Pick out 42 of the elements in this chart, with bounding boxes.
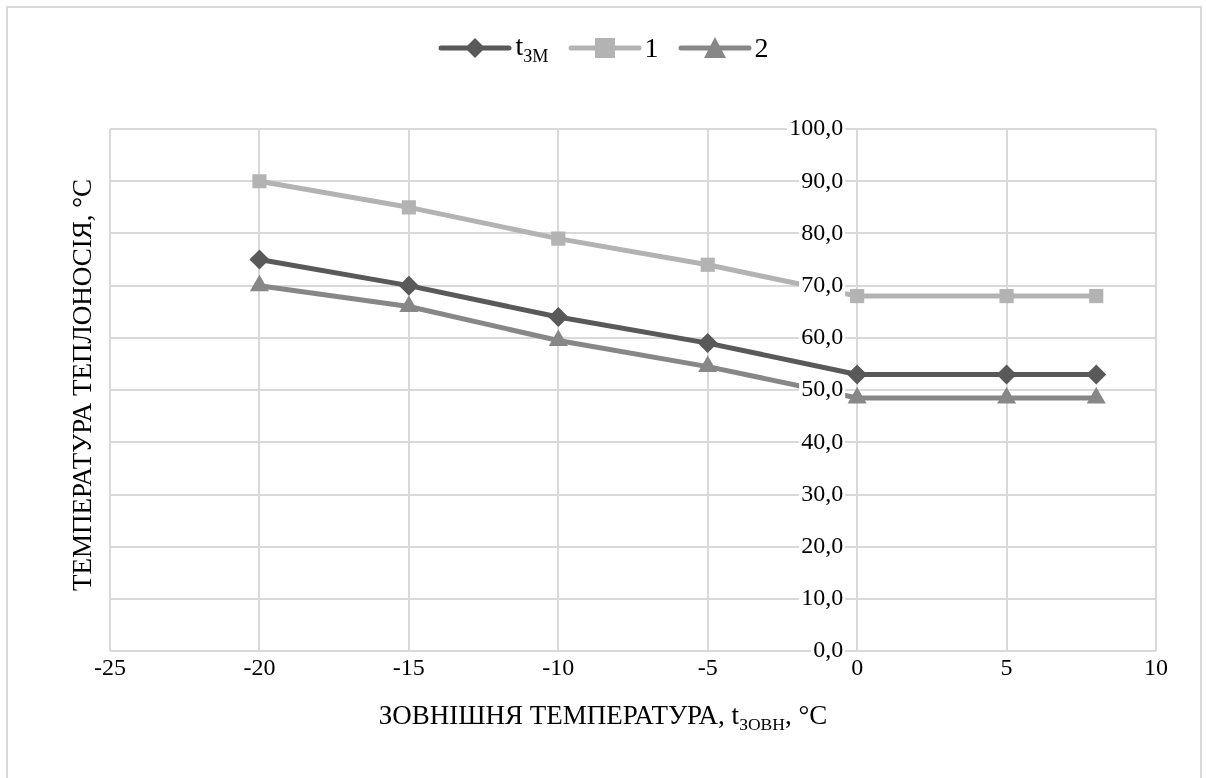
point bbox=[249, 249, 270, 270]
point bbox=[252, 174, 267, 189]
legend-label: t$_{ЗМ}$ bbox=[515, 30, 549, 67]
x-tick-label: -25 bbox=[94, 653, 126, 680]
y-tick-label: 10,0 bbox=[801, 584, 844, 611]
x-axis-title: ЗОВНІШНЯ ТЕМПЕРАТУРА, t$_{ЗОВН}$, °C bbox=[377, 700, 829, 736]
x-tick-label: -15 bbox=[392, 653, 425, 680]
x-tick-label: -20 bbox=[243, 653, 276, 680]
y-tick-label: 40,0 bbox=[801, 427, 844, 454]
point bbox=[996, 364, 1017, 385]
point bbox=[1086, 364, 1107, 385]
y-tick-label: 60,0 bbox=[801, 323, 844, 350]
point bbox=[548, 306, 569, 327]
point bbox=[700, 257, 715, 272]
x-tick-label: 5 bbox=[1000, 653, 1013, 680]
point bbox=[847, 364, 868, 385]
point bbox=[401, 200, 416, 215]
x-tick-label: -5 bbox=[697, 653, 718, 680]
x-tick-label: 10 bbox=[1144, 653, 1168, 680]
y-tick-label: 100,0 bbox=[789, 114, 844, 141]
y-tick-label: 90,0 bbox=[801, 166, 844, 193]
point bbox=[1089, 289, 1104, 304]
point bbox=[997, 386, 1017, 404]
point bbox=[398, 275, 419, 296]
y-tick-label: 30,0 bbox=[801, 479, 844, 506]
point bbox=[850, 289, 865, 304]
x-tick-label: -10 bbox=[542, 653, 575, 680]
y-axis-title: ТЕМПЕРАТУРА ТЕПЛОНОСІЯ, °C bbox=[66, 178, 98, 592]
legend-label: 1 bbox=[644, 32, 659, 65]
y-tick-label: 70,0 bbox=[801, 270, 844, 297]
x-tick-label: 0 bbox=[851, 653, 864, 680]
y-tick-label: 20,0 bbox=[801, 532, 844, 559]
y-tick-label: 80,0 bbox=[801, 218, 844, 245]
legend-label: 2 bbox=[754, 32, 769, 65]
point bbox=[551, 231, 566, 246]
point bbox=[697, 333, 718, 354]
point bbox=[1086, 386, 1106, 404]
point bbox=[698, 355, 718, 373]
y-tick-label: 0,0 bbox=[813, 636, 844, 663]
y-tick-label: 50,0 bbox=[801, 375, 844, 402]
point bbox=[999, 289, 1014, 304]
point bbox=[847, 386, 867, 404]
